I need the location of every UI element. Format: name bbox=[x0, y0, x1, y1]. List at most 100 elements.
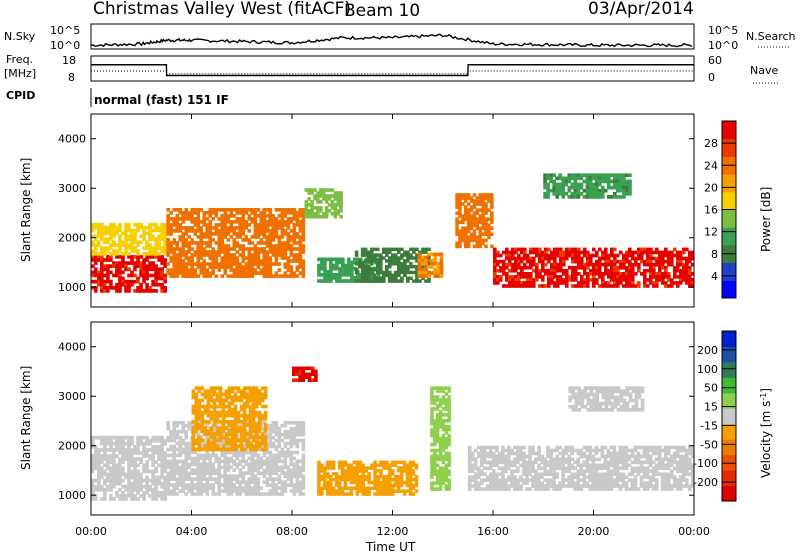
data-cell bbox=[205, 226, 210, 230]
data-cell bbox=[154, 475, 158, 480]
data-cell bbox=[109, 222, 113, 227]
data-cell bbox=[97, 454, 101, 458]
data-cell bbox=[396, 486, 401, 491]
data-cell bbox=[415, 279, 419, 283]
data-cell bbox=[127, 279, 131, 284]
data-cell bbox=[208, 238, 213, 242]
data-cell bbox=[214, 265, 219, 269]
data-cell bbox=[280, 423, 285, 428]
data-cell bbox=[421, 247, 425, 252]
data-cell bbox=[163, 487, 167, 492]
data-cell bbox=[438, 481, 443, 485]
data-cell bbox=[103, 481, 107, 486]
data-cell bbox=[187, 477, 192, 481]
data-cell bbox=[118, 273, 122, 278]
data-cell bbox=[649, 250, 653, 255]
data-cell bbox=[466, 220, 471, 225]
data-cell bbox=[691, 284, 694, 288]
data-cell bbox=[256, 459, 261, 464]
data-cell bbox=[399, 469, 404, 473]
data-cell bbox=[301, 217, 306, 221]
data-cell bbox=[484, 229, 488, 234]
data-cell bbox=[405, 480, 410, 485]
colorbar-swatch bbox=[722, 191, 736, 210]
data-cell bbox=[226, 262, 231, 266]
data-cell bbox=[91, 481, 95, 486]
data-cell bbox=[124, 228, 128, 233]
data-cell bbox=[301, 426, 306, 431]
data-cell bbox=[115, 282, 119, 287]
data-cell bbox=[247, 238, 252, 242]
data-cell bbox=[151, 497, 155, 501]
data-cell bbox=[369, 262, 374, 266]
data-cell bbox=[612, 176, 617, 181]
data-cell bbox=[289, 253, 294, 257]
data-cell bbox=[655, 250, 659, 255]
data-cell bbox=[181, 477, 185, 481]
data-cell bbox=[212, 392, 217, 397]
data-cell bbox=[233, 438, 238, 443]
data-cell bbox=[601, 278, 605, 282]
data-cell bbox=[127, 228, 131, 233]
data-cell bbox=[330, 203, 335, 207]
data-cell bbox=[478, 226, 483, 231]
data-cell bbox=[265, 265, 270, 269]
data-cell bbox=[544, 284, 548, 288]
data-cell bbox=[481, 223, 485, 228]
data-cell bbox=[357, 259, 362, 263]
data-cell bbox=[151, 267, 155, 272]
data-cell bbox=[685, 256, 689, 261]
data-cell bbox=[256, 253, 261, 257]
data-cell bbox=[112, 469, 116, 474]
data-cell bbox=[458, 220, 462, 225]
data-cell bbox=[640, 253, 644, 258]
data-cell bbox=[217, 268, 222, 272]
data-cell bbox=[109, 441, 113, 446]
data-cell bbox=[254, 438, 259, 443]
data-cell bbox=[600, 195, 605, 199]
data-cell bbox=[574, 256, 578, 261]
data-cell bbox=[347, 272, 351, 277]
data-cell bbox=[274, 423, 279, 428]
data-cell bbox=[139, 487, 143, 492]
data-cell bbox=[229, 489, 234, 493]
data-cell bbox=[283, 450, 288, 455]
data-cell bbox=[317, 474, 321, 479]
data-cell bbox=[166, 244, 170, 248]
data-cell bbox=[570, 173, 575, 178]
data-cell bbox=[257, 426, 262, 430]
data-cell bbox=[208, 226, 213, 230]
data-cell bbox=[223, 208, 228, 212]
data-cell bbox=[490, 202, 494, 206]
data-cell bbox=[187, 462, 192, 467]
data-cell bbox=[360, 262, 365, 266]
data-cell bbox=[232, 247, 237, 251]
data-cell bbox=[211, 232, 216, 236]
data-cell bbox=[103, 231, 107, 236]
data-cell bbox=[145, 441, 149, 446]
data-cell bbox=[208, 214, 213, 218]
data-cell bbox=[444, 418, 449, 423]
data-cell bbox=[241, 256, 246, 260]
data-cell bbox=[136, 255, 140, 259]
data-cell bbox=[124, 494, 128, 498]
data-cell bbox=[577, 284, 581, 288]
data-cell bbox=[505, 278, 509, 282]
data-cell bbox=[97, 273, 101, 278]
data-cell bbox=[323, 260, 327, 265]
data-cell bbox=[229, 474, 234, 478]
data-cell bbox=[688, 256, 692, 261]
data-cell bbox=[470, 475, 475, 479]
data-cell bbox=[354, 267, 359, 272]
data-cell bbox=[187, 447, 192, 452]
data-cell bbox=[121, 466, 125, 471]
data-cell bbox=[381, 250, 386, 254]
data-cell bbox=[241, 271, 246, 275]
data-cell bbox=[268, 244, 273, 248]
data-cell bbox=[211, 253, 216, 257]
data-cell bbox=[115, 478, 119, 483]
data-cell bbox=[335, 279, 339, 283]
data-cell bbox=[523, 281, 527, 285]
data-cell bbox=[688, 259, 692, 264]
data-cell bbox=[631, 253, 635, 258]
